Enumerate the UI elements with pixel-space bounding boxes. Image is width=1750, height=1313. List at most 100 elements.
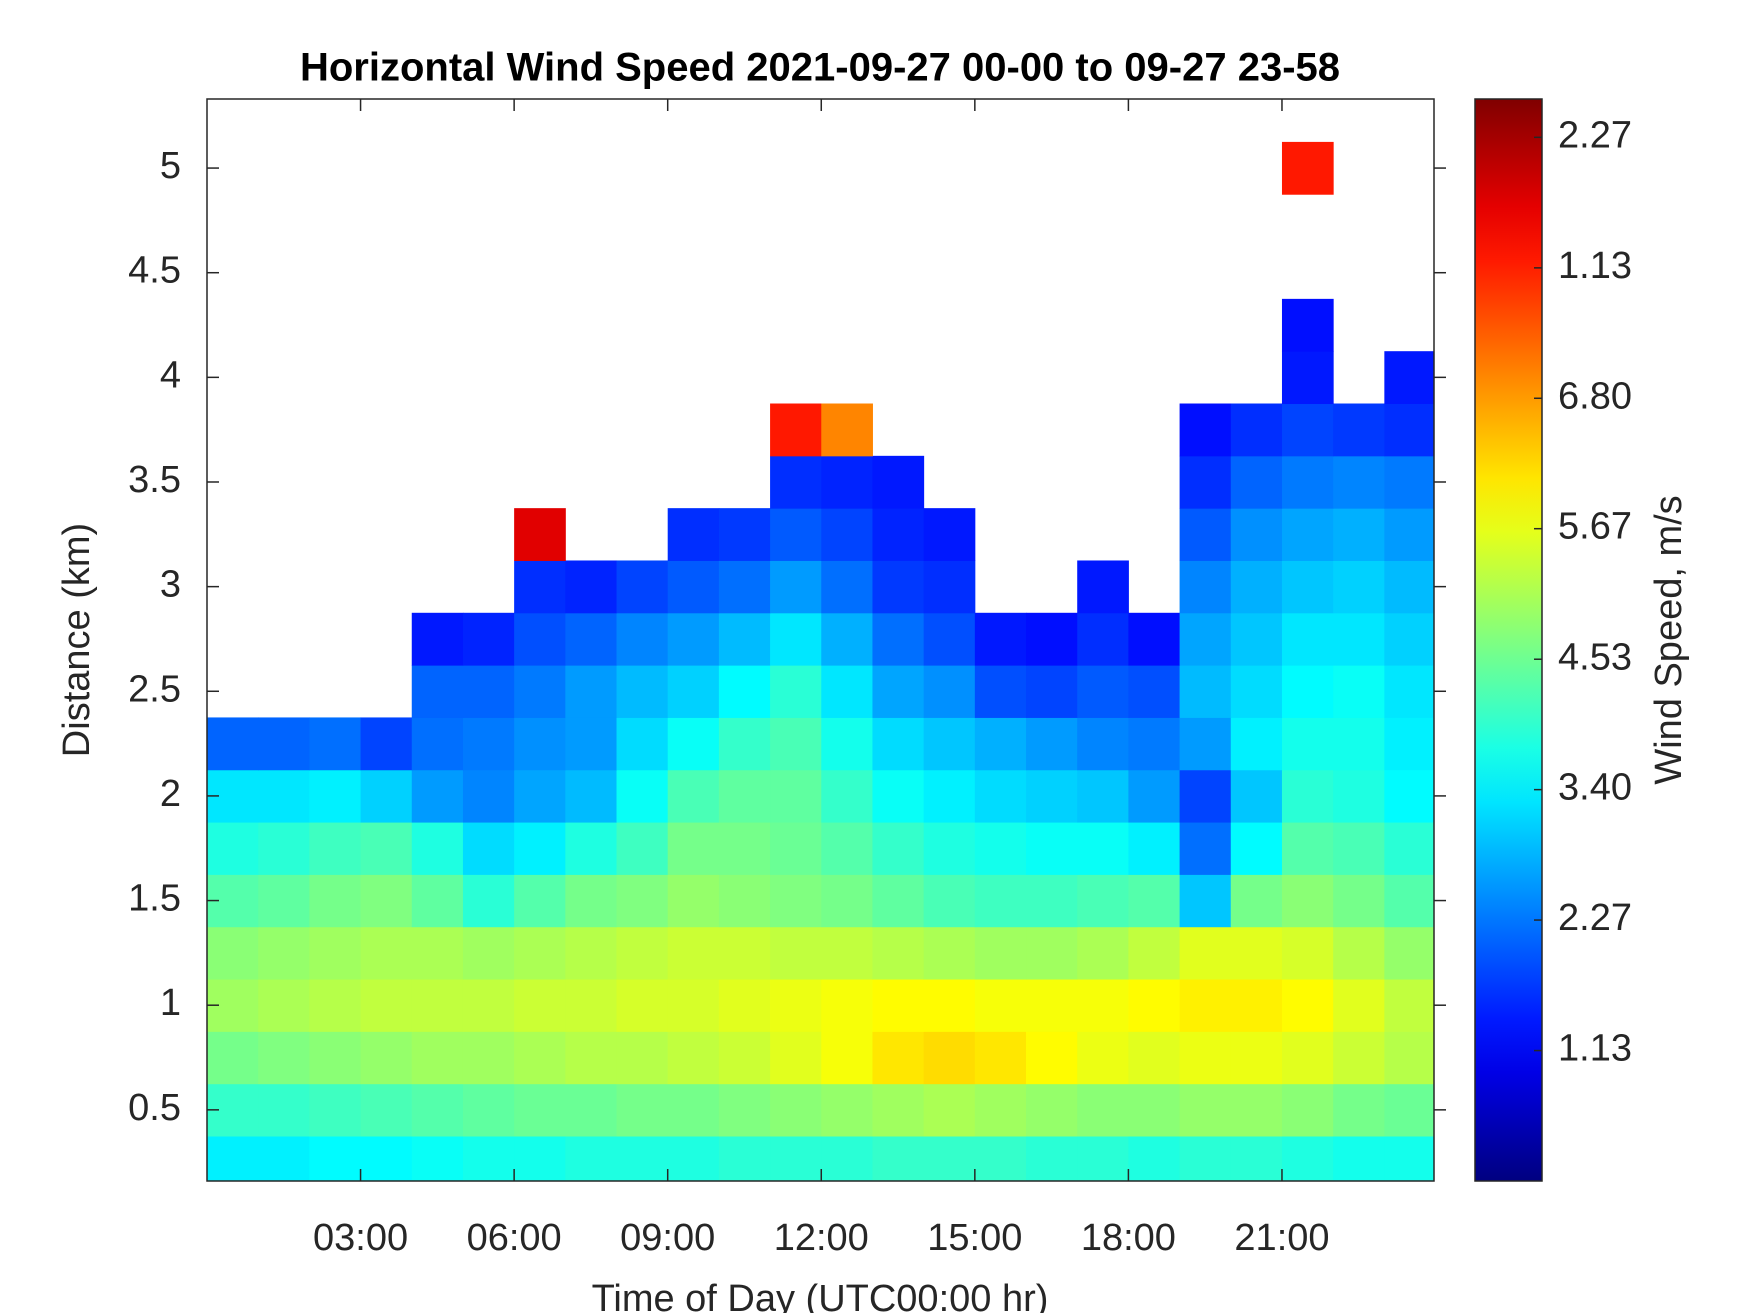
cell [872, 717, 925, 771]
cell [360, 1031, 413, 1085]
cell [1333, 822, 1385, 875]
cell [1077, 1031, 1129, 1085]
cell [1179, 769, 1232, 823]
cell [1333, 874, 1385, 928]
cell [565, 665, 618, 718]
cell [770, 403, 822, 457]
cell [974, 769, 1027, 823]
cell [258, 822, 310, 875]
cell [821, 665, 873, 718]
cell [1333, 979, 1385, 1032]
cell [309, 1083, 362, 1137]
cell [821, 508, 873, 561]
cell [258, 874, 310, 928]
cell [821, 403, 873, 457]
cell [616, 979, 669, 1032]
x-tick-label: 15:00 [927, 1217, 1022, 1259]
cell [462, 979, 515, 1032]
cell [923, 1136, 976, 1182]
cell [1230, 560, 1283, 614]
cell [872, 1083, 925, 1137]
cell [1128, 979, 1181, 1032]
cell [974, 979, 1027, 1032]
cell [514, 560, 566, 614]
cell [1281, 560, 1334, 614]
cell [770, 612, 822, 666]
colorbar-label: Wind Speed, m/s [1648, 495, 1690, 784]
cell [1384, 769, 1435, 823]
cell [462, 612, 515, 666]
cell [770, 717, 822, 771]
cell [1384, 926, 1435, 980]
cell [718, 1083, 771, 1137]
y-tick-label: 1.5 [128, 878, 181, 920]
cell [1281, 769, 1334, 823]
cell [667, 874, 720, 928]
cell [309, 717, 362, 771]
cell [1230, 769, 1283, 823]
cell [974, 612, 1027, 666]
cell [360, 874, 413, 928]
cell [258, 979, 310, 1032]
cell [1281, 874, 1334, 928]
cell [1384, 822, 1435, 875]
cell [1026, 612, 1078, 666]
cell [411, 979, 464, 1032]
cell [1384, 665, 1435, 718]
cell [718, 1031, 771, 1085]
cell [411, 1136, 464, 1182]
cell [309, 874, 362, 928]
colorbar-tick-label: 2.27 [1558, 114, 1632, 156]
cell [1179, 403, 1232, 457]
cell [309, 1031, 362, 1085]
cell [1333, 1031, 1385, 1085]
cell [1384, 1136, 1435, 1182]
cell [1281, 508, 1334, 561]
cell [718, 508, 771, 561]
cell [770, 874, 822, 928]
cell [667, 717, 720, 771]
y-tick-label: 2.5 [128, 668, 181, 710]
cell [821, 1083, 873, 1137]
cell [974, 822, 1027, 875]
cell [207, 1031, 259, 1085]
x-tick-label: 06:00 [467, 1217, 562, 1259]
cell [1230, 717, 1283, 771]
cell [565, 926, 618, 980]
cell [411, 1031, 464, 1085]
cell [872, 979, 925, 1032]
cell [667, 979, 720, 1032]
cell [872, 612, 925, 666]
cell [1281, 141, 1334, 195]
cell [923, 769, 976, 823]
cell [974, 717, 1027, 771]
y-tick-label: 3 [160, 564, 181, 606]
cell [667, 926, 720, 980]
cell [258, 717, 310, 771]
cell [616, 822, 669, 875]
cell [1179, 1083, 1232, 1137]
cell [667, 1136, 720, 1182]
cell [667, 665, 720, 718]
cell [667, 508, 720, 561]
cell [207, 717, 259, 771]
x-tick-label: 03:00 [313, 1217, 408, 1259]
cell [718, 979, 771, 1032]
cell [923, 717, 976, 771]
cell [360, 979, 413, 1032]
cell [1281, 822, 1334, 875]
cell [718, 769, 771, 823]
cell [1230, 665, 1283, 718]
cell [411, 874, 464, 928]
cell [1077, 926, 1129, 980]
cell [718, 1136, 771, 1182]
cell [872, 508, 925, 561]
cell [821, 560, 873, 614]
cell [667, 1031, 720, 1085]
cell [770, 665, 822, 718]
cell [1077, 1083, 1129, 1137]
cell [974, 874, 1027, 928]
cell [1333, 612, 1385, 666]
cell [821, 1031, 873, 1085]
